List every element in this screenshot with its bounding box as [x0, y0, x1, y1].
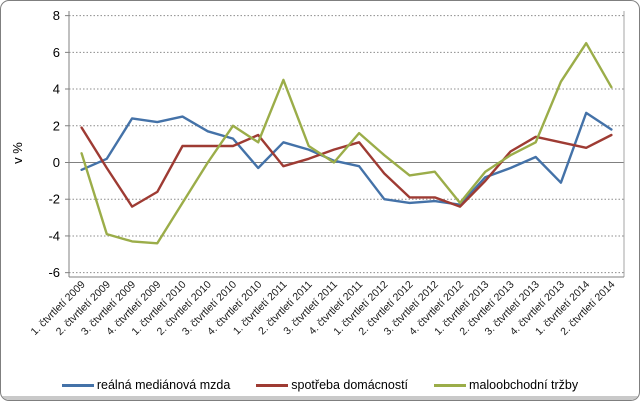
- y-axis-title: v %: [10, 142, 25, 164]
- legend-item-3: maloobchodní tržby: [434, 378, 578, 392]
- chart-legend: reálná mediánová mzda spotřeba domácností…: [1, 378, 639, 392]
- series-line-3: [80, 42, 613, 245]
- y-tick-label: -2: [48, 192, 60, 207]
- legend-label: spotřeba domácností: [291, 378, 409, 392]
- legend-label: reálná mediánová mzda: [96, 378, 231, 392]
- y-tick-label: 4: [53, 82, 60, 97]
- legend-line-swatch: [256, 383, 289, 387]
- y-tick-label: -6: [48, 265, 60, 280]
- legend-label: maloobchodní tržby: [469, 378, 579, 392]
- legend-line-swatch: [61, 383, 94, 387]
- series-line-2: [80, 126, 613, 208]
- y-tick-label: 6: [53, 45, 60, 60]
- legend-item-1: reálná mediánová mzda: [61, 378, 231, 392]
- legend-item-2: spotřeba domácností: [256, 378, 408, 392]
- y-tick-label: 8: [53, 8, 60, 23]
- y-tick-label: 2: [53, 118, 60, 133]
- legend-line-swatch: [434, 383, 467, 387]
- frame-bottom-strip: [1, 396, 639, 400]
- series-line-1: [80, 111, 613, 206]
- y-tick-label: -4: [48, 228, 60, 243]
- y-tick-label: 0: [53, 155, 60, 170]
